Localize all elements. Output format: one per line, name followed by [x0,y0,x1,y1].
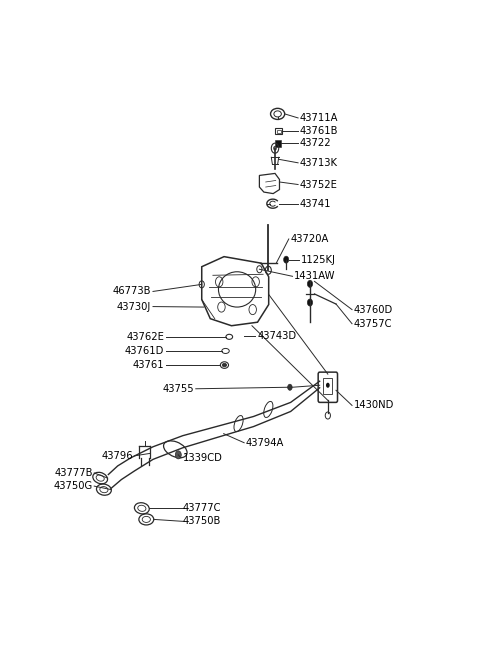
Circle shape [307,280,312,288]
Text: 1431AW: 1431AW [294,271,336,281]
Text: 43752E: 43752E [300,179,338,189]
Circle shape [274,146,276,150]
Text: 43761B: 43761B [300,126,338,136]
Circle shape [288,384,292,390]
Text: 1339CD: 1339CD [183,453,223,463]
Circle shape [284,256,289,263]
Text: 43760D: 43760D [354,305,393,314]
Circle shape [175,451,181,459]
Circle shape [307,299,312,306]
Text: 46773B: 46773B [113,286,151,297]
Text: 1430ND: 1430ND [354,400,394,411]
Text: 43777B: 43777B [54,468,93,478]
Circle shape [326,383,330,388]
Text: 1125KJ: 1125KJ [301,255,336,265]
Text: 43762E: 43762E [126,332,164,342]
Text: 43755: 43755 [162,384,194,394]
Bar [324,378,332,394]
Text: 43761D: 43761D [125,346,164,356]
Text: 43750G: 43750G [53,481,93,491]
Text: 43743D: 43743D [257,331,296,341]
Text: 43750B: 43750B [183,516,221,527]
Text: 43722: 43722 [300,138,332,148]
Text: 43741: 43741 [300,198,331,209]
Text: 43720A: 43720A [290,234,329,244]
Bar [275,140,281,147]
Bar [276,128,282,134]
Text: 43730J: 43730J [117,301,151,312]
Ellipse shape [222,364,227,367]
Text: 43761: 43761 [132,360,164,370]
Text: 43796: 43796 [102,451,133,461]
Bar [277,130,281,132]
Text: 43794A: 43794A [246,438,284,448]
Text: 43757C: 43757C [354,319,392,329]
Text: 43711A: 43711A [300,113,338,123]
Text: 43713K: 43713K [300,158,338,168]
Text: 43777C: 43777C [183,503,221,514]
